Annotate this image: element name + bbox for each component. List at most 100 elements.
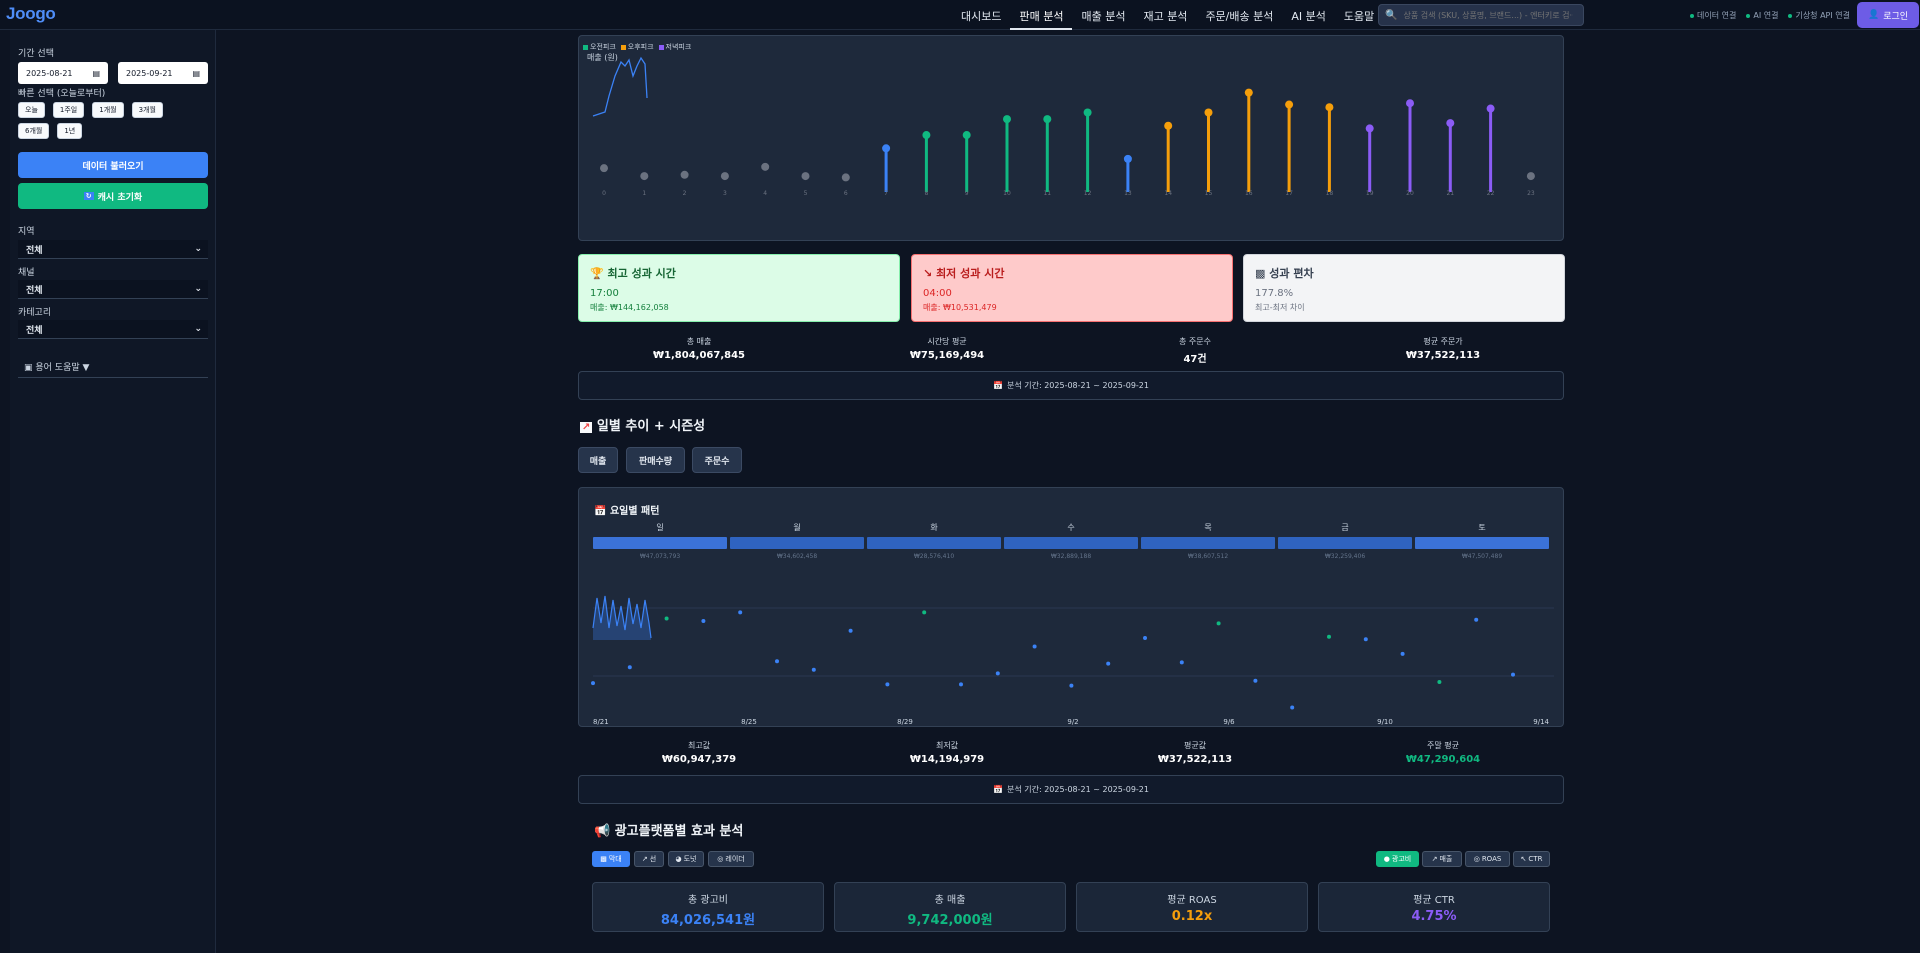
hourly-point (600, 164, 608, 173)
metric-sales-label: 매출 (1439, 855, 1453, 863)
end-date-input[interactable]: 2025-09-21 ▤ (118, 62, 208, 84)
hourly-point (962, 131, 971, 140)
kpi-label: 총 매출 (934, 895, 966, 906)
weekday-bar (1415, 537, 1549, 549)
hourly-point (1285, 100, 1294, 109)
status-weather-api: 기상청 API 연결 (1788, 10, 1850, 21)
megaphone-icon: 📢 (594, 824, 611, 839)
nav-help[interactable]: 도움말 (1343, 10, 1375, 23)
quick-3month-button[interactable]: 3개월 (131, 102, 163, 118)
status-dot-icon (1788, 13, 1793, 18)
nav-ai-analysis[interactable]: AI 분석 (1291, 10, 1326, 23)
glossary-label: 용어 도움말 (35, 363, 80, 373)
nav-revenue-analysis[interactable]: 매출 분석 (1081, 10, 1126, 23)
stat-label: 평균값 (1183, 741, 1207, 750)
hourly-point (720, 172, 729, 181)
metric-adspend-button[interactable]: ● 광고비 (1376, 851, 1419, 867)
tab-orders[interactable]: 주문수 (692, 447, 742, 473)
daily-trend-title-text: 일별 추이 + 시즌성 (596, 419, 706, 434)
weekday-label: 화 (930, 523, 938, 532)
start-date-value: 2025-08-21 (26, 68, 73, 78)
target-icon: ◎ (717, 855, 724, 863)
hourly-point (1446, 119, 1455, 128)
hourly-tick-label: 22 (1487, 190, 1495, 197)
daily-x-tick: 9/14 (1533, 718, 1549, 726)
target-icon: ◎ (1473, 855, 1480, 863)
refresh-icon: ↻ (83, 192, 94, 200)
weekday-value: ₩47,507,489 (1462, 553, 1502, 560)
daily-point (959, 682, 963, 687)
daily-point (738, 610, 743, 615)
hourly-tick-label: 19 (1366, 190, 1374, 197)
quick-1year-button[interactable]: 1년 (57, 123, 83, 139)
legend-swatch-icon (620, 44, 626, 50)
chart-type-line-button[interactable]: ↗ 선 (634, 851, 664, 867)
chart-down-icon: ↘ (923, 267, 933, 280)
weekday-label: 월 (793, 522, 800, 532)
chart-type-bar-button[interactable]: ▩ 막대 (592, 851, 630, 867)
status-dot-icon (1746, 13, 1751, 18)
quick-today-button[interactable]: 오늘 (18, 102, 45, 118)
hourly-point (1123, 154, 1132, 163)
analysis-period: 📅 분석 기간: 2025-08-21 ~ 2025-09-21 (578, 371, 1564, 400)
hourly-point (680, 170, 689, 179)
app-logo[interactable]: Joogo (6, 4, 56, 23)
chart-type-line-label: 선 (649, 855, 657, 863)
worst-hour-title: 최저 성과 시간 (936, 267, 1005, 280)
load-data-button[interactable]: 데이터 불러오기 (18, 152, 208, 178)
tab-sales[interactable]: 매출 (578, 447, 618, 473)
daily-point (848, 628, 853, 633)
region-select[interactable]: 전체 ⌄ (18, 240, 208, 259)
chart-type-radar-button[interactable]: ◎ 레이더 (708, 851, 754, 867)
daily-x-tick: 8/29 (897, 718, 913, 726)
nav-inventory-analysis[interactable]: 재고 분석 (1143, 10, 1188, 23)
legend-evening: 저녁피크 (658, 42, 692, 52)
category-select[interactable]: 전체 ⌄ (18, 320, 208, 339)
chart-type-donut-button[interactable]: ◕ 도넛 (668, 851, 704, 867)
hourly-tick-label: 13 (1124, 190, 1132, 197)
chart-type-bar-label: 막대 (608, 855, 622, 863)
nav-sales-analysis[interactable]: 판매 분석 (1010, 0, 1073, 30)
daily-point (1253, 678, 1258, 683)
login-button[interactable]: 👤 로그인 (1857, 2, 1919, 28)
trend-chart-icon: ↗ (580, 422, 593, 433)
tab-quantity[interactable]: 판매수량 (626, 447, 685, 473)
chevron-down-icon: ⌄ (194, 324, 202, 334)
kpi-total-sales: 총 매출 9,742,000원 (834, 882, 1066, 932)
hourly-tick-label: 8 (924, 190, 928, 197)
quick-1week-button[interactable]: 1주일 (52, 102, 85, 118)
quick-1month-button[interactable]: 1개월 (92, 102, 124, 118)
weekday-chart-svg: 일 ₩47,073,793 월 ₩34,602,458 화 ₩28,576,410 수 ₩32… (591, 522, 1554, 726)
daily-point (811, 667, 816, 672)
chart-legend: 오전피크 오후피크 저녁피크 (583, 42, 691, 52)
daily-trend-title: ↗ 일별 추이 + 시즌성 (580, 415, 705, 434)
legend-evening-label: 저녁피크 (665, 43, 692, 51)
worst-hour-card: ↘ 최저 성과 시간 04:00 매출: ₩10,531,479 (911, 254, 1233, 322)
best-hour-sales: 매출: ₩144,162,058 (590, 303, 669, 312)
ad-platform-title-text: 광고플랫폼별 효과 분석 (614, 824, 744, 839)
metric-sales-button[interactable]: ↗ 매출 (1422, 851, 1462, 867)
stat-total-orders: 총 주문수 47건 (1095, 336, 1295, 365)
calendar-icon: 📅 (993, 381, 1003, 390)
start-date-input[interactable]: 2025-08-21 ▤ (18, 62, 108, 84)
search-input[interactable] (1403, 10, 1574, 20)
weekday-value: ₩38,607,512 (1188, 553, 1228, 560)
metric-roas-button[interactable]: ◎ ROAS (1465, 851, 1510, 867)
channel-select[interactable]: 전체 ⌄ (18, 280, 208, 299)
bar-chart-icon: ▩ (600, 855, 607, 863)
chart-type-donut-label: 도넛 (683, 855, 697, 863)
hourly-tick-label: 21 (1446, 190, 1454, 197)
metric-ctr-button[interactable]: ↖ CTR (1513, 851, 1550, 867)
hourly-point (1325, 103, 1334, 112)
daily-point (1363, 637, 1368, 642)
hourly-tick-label: 7 (884, 190, 888, 197)
nav-order-shipping-analysis[interactable]: 주문/배송 분석 (1205, 10, 1274, 23)
quick-6month-button[interactable]: 6개월 (18, 123, 50, 139)
hourly-point (841, 173, 850, 182)
nav-dashboard[interactable]: 대시보드 (961, 10, 1002, 23)
daily-x-tick: 8/21 (593, 718, 609, 726)
glossary-toggle[interactable]: ▣ 용어 도움말 ▼ (18, 360, 208, 378)
reset-cache-button[interactable]: ↻ 캐시 초기화 (18, 183, 208, 209)
deviation-card: ▩ 성과 편차 177.8% 최고-최저 차이 (1243, 254, 1565, 322)
kpi-avg-roas: 평균 ROAS 0.12x (1076, 882, 1308, 932)
